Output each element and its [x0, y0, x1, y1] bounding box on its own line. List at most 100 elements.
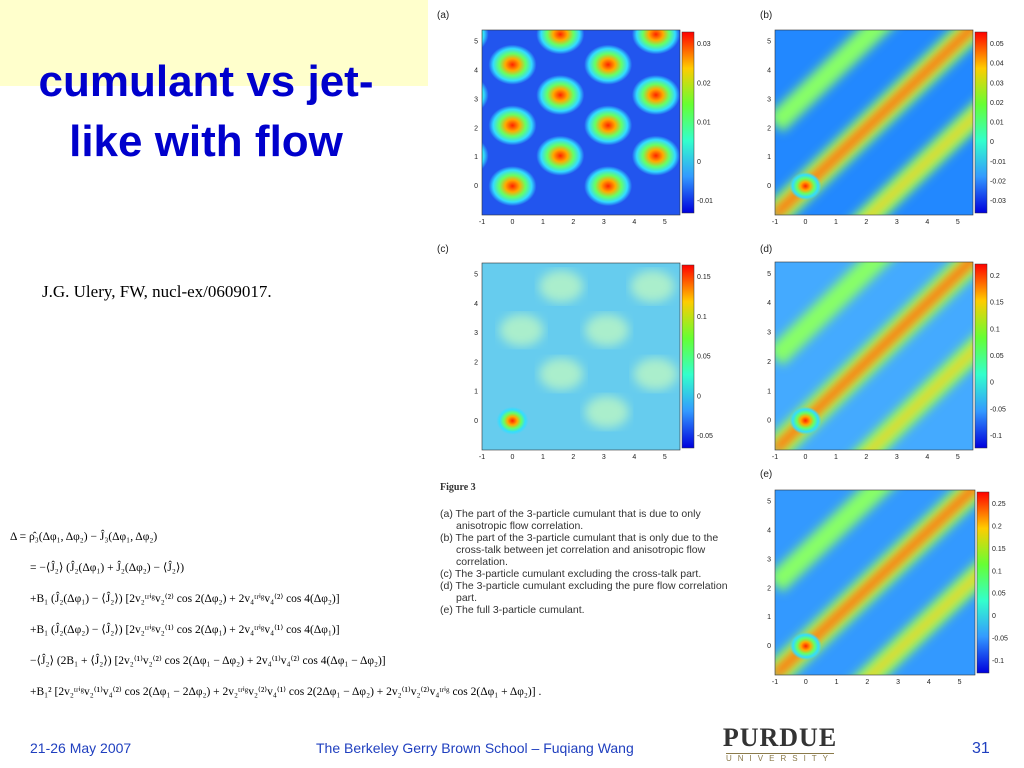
heatmap: [775, 30, 973, 215]
x-tick-label: 0: [804, 454, 808, 461]
y-tick-label: 0: [474, 418, 478, 425]
equation-line: −⟨Ĵ₂⟩ (2B₁ + ⟨Ĵ₂⟩) [2v₂⁽¹⁾v₂⁽²⁾ cos 2(Δφ…: [30, 655, 386, 667]
spot: [631, 75, 680, 116]
spot: [584, 105, 633, 146]
slide-title: cumulant vs jet-like with flow: [38, 57, 374, 166]
spot: [631, 30, 680, 55]
y-tick-label: 4: [767, 527, 771, 534]
y-tick-label: 3: [767, 556, 771, 563]
ridge: [775, 490, 892, 593]
heatmap: [393, 30, 776, 215]
colorbar-label: -0.05: [992, 636, 1008, 643]
x-tick-label: 1: [541, 454, 545, 461]
blob: [539, 270, 584, 303]
x-tick-label: 5: [956, 454, 960, 461]
spot: [584, 166, 633, 207]
x-tick-label: 3: [896, 679, 900, 686]
colorbar-label: -0.1: [992, 658, 1004, 665]
x-tick-label: 5: [956, 219, 960, 226]
x-tick-label: -1: [772, 219, 778, 226]
spot: [536, 30, 585, 55]
y-tick-label: 0: [767, 643, 771, 650]
y-tick-label: 0: [767, 183, 771, 190]
spot: [482, 81, 489, 109]
y-tick-label: 1: [767, 154, 771, 161]
colorbar: [681, 31, 695, 214]
caption-item: (d) The 3-particle cumulant excluding th…: [440, 580, 728, 604]
x-tick-label: -1: [772, 454, 778, 461]
y-tick-label: 2: [767, 585, 771, 592]
y-tick-label: 5: [474, 39, 478, 46]
equation-line: Δ = ρ̂₃(Δφ₁, Δφ₂) − Ĵ₃(Δφ₁, Δφ₂): [10, 531, 158, 543]
y-tick-label: 1: [767, 614, 771, 621]
spot: [488, 166, 537, 207]
equation-line: +B₁ (Ĵ₂(Δφ₂) − ⟨Ĵ₂⟩) [2v₂ᵗʳⁱᵍv₂⁽¹⁾ cos 2…: [30, 624, 340, 636]
plot-frame: [774, 261, 974, 451]
spot: [393, 105, 441, 145]
x-tick-label: 5: [663, 219, 667, 226]
plot-frame: [774, 29, 974, 216]
spot: [728, 75, 776, 115]
blob: [584, 314, 629, 347]
y-tick-label: 5: [767, 499, 771, 506]
x-tick-label: 2: [571, 219, 575, 226]
spot: [488, 105, 537, 146]
colorbar-label: 0: [990, 139, 994, 146]
x-tick-label: 2: [571, 454, 575, 461]
colorbar: [976, 491, 990, 674]
x-tick-label: 5: [663, 454, 667, 461]
spot: [584, 44, 633, 85]
blob: [630, 270, 675, 303]
peak: [789, 632, 822, 661]
x-tick-label: 0: [804, 219, 808, 226]
colorbar-label: 0.04: [990, 61, 1004, 68]
x-tick-label: 4: [632, 219, 636, 226]
blob: [633, 358, 678, 391]
x-tick-label: 3: [895, 219, 899, 226]
equation-line: = −⟨Ĵ₂⟩ (Ĵ₂(Δφ₁) + Ĵ₂(Δφ₂) − ⟨Ĵ₂⟩): [30, 562, 185, 574]
x-tick-label: 4: [925, 454, 929, 461]
y-tick-label: 5: [767, 39, 771, 46]
y-tick-label: 5: [474, 272, 478, 279]
x-tick-label: 3: [602, 454, 606, 461]
footer-date: 21-26 May 2007: [30, 740, 132, 756]
blob: [499, 314, 544, 347]
spot: [393, 166, 441, 206]
colorbar: [974, 263, 988, 449]
colorbar-label: -0.01: [990, 159, 1006, 166]
plot-frame: [481, 262, 681, 451]
x-tick-label: 0: [511, 219, 515, 226]
colorbar-label: 0.1: [697, 314, 707, 321]
colorbar-label: 0.15: [990, 300, 1004, 307]
ridge: [775, 30, 891, 133]
logo: PURDUE UNIVERSITY: [718, 725, 842, 768]
colorbar-label: -0.01: [697, 198, 713, 205]
colorbar-label: 0.03: [990, 80, 1004, 87]
heatmap: [775, 262, 973, 450]
y-tick-label: 2: [474, 125, 478, 132]
colorbar-label: 0.05: [990, 353, 1004, 360]
ridge: [775, 262, 891, 366]
colorbar-label: 0.15: [992, 546, 1006, 553]
colorbar-label: 0.1: [992, 568, 1002, 575]
x-tick-label: 4: [925, 219, 929, 226]
colorbar-label: 0.05: [697, 354, 711, 361]
plot-frame: [481, 29, 681, 216]
x-tick-label: 4: [632, 454, 636, 461]
y-tick-label: 1: [474, 154, 478, 161]
footer-event: The Berkeley Gerry Brown School – Fuqian…: [316, 740, 634, 756]
y-tick-label: 0: [474, 183, 478, 190]
y-tick-label: 3: [767, 330, 771, 337]
y-tick-label: 4: [767, 67, 771, 74]
equation-line: +B₁ (Ĵ₂(Δφ₁) − ⟨Ĵ₂⟩) [2v₂ᵗʳⁱᵍv₂⁽²⁾ cos 2…: [30, 593, 340, 605]
colorbar-label: -0.02: [990, 178, 1006, 185]
y-tick-label: 0: [767, 418, 771, 425]
colorbar-label: 0: [992, 613, 996, 620]
y-tick-label: 3: [767, 96, 771, 103]
colorbar-label: 0: [990, 380, 994, 387]
colorbar-label: 0.05: [992, 591, 1006, 598]
blob: [584, 396, 629, 429]
colorbar: [974, 31, 988, 214]
panel-label: (e): [760, 469, 772, 480]
